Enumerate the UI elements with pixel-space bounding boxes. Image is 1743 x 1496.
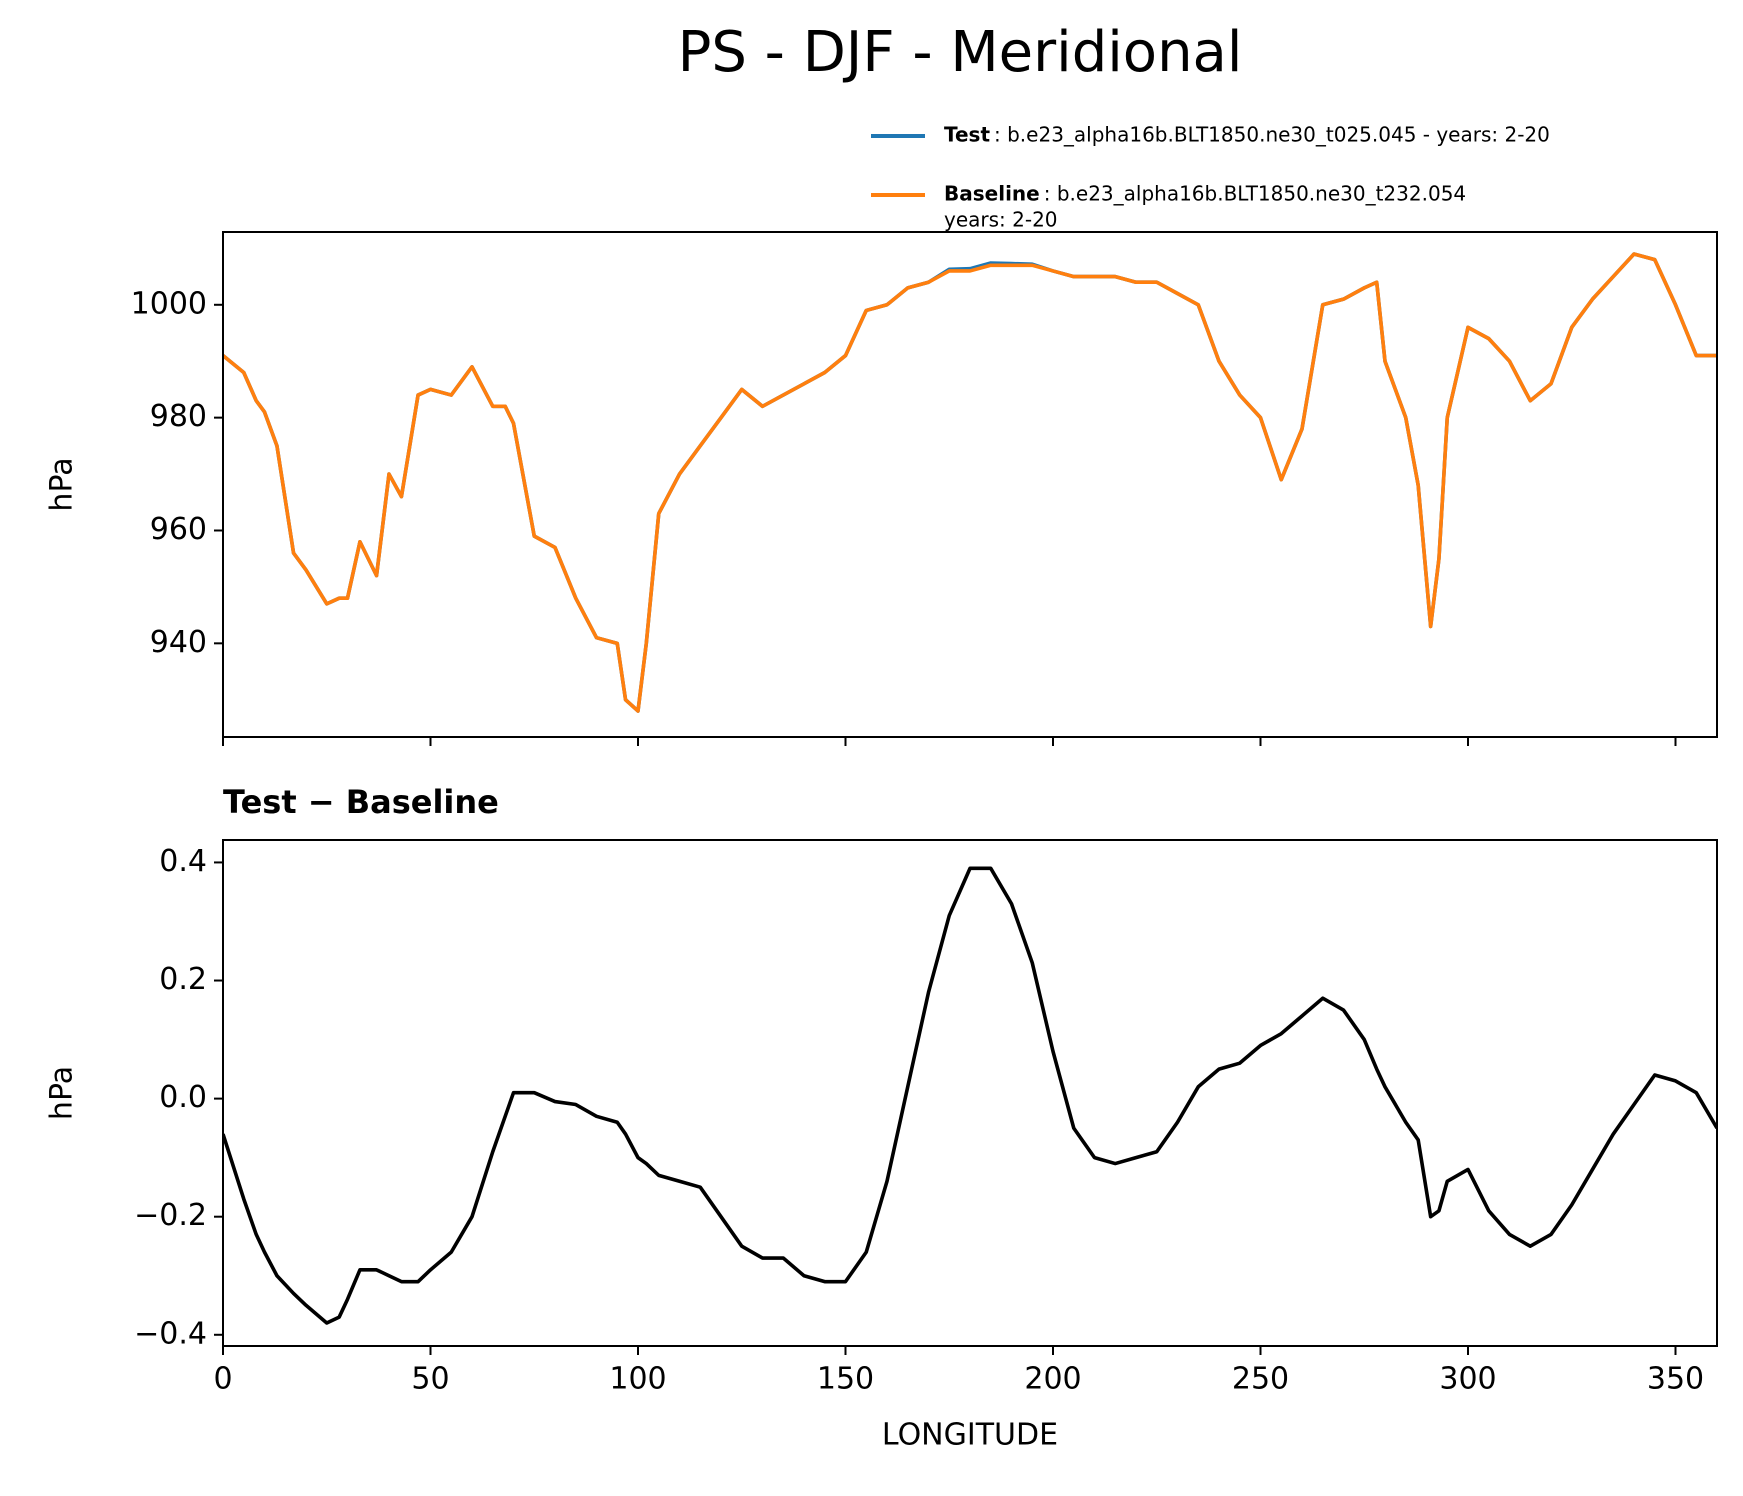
figure-title: PS - DJF - Meridional (678, 20, 1243, 85)
y-tick-label: 1000 (131, 286, 207, 321)
y-tick-label: −0.2 (134, 1198, 207, 1233)
x-tick-label: 50 (411, 1362, 449, 1397)
y-tick-label: −0.4 (134, 1316, 207, 1351)
legend-text: years: 2-20 (944, 208, 1058, 232)
plot-frame (222, 231, 1718, 738)
y-tick-label: 960 (150, 512, 207, 547)
x-tick-label: 100 (609, 1362, 666, 1397)
x-axis-label: LONGITUDE (882, 1418, 1058, 1453)
data-line (223, 252, 1717, 713)
y-axis-label: hPa (45, 457, 80, 511)
data-line (223, 866, 1717, 1325)
x-tick-label: 0 (213, 1362, 232, 1397)
plot-frame (222, 839, 1718, 1347)
y-tick-label: 980 (150, 399, 207, 434)
legend-text: : b.e23_alpha16b.BLT1850.ne30_t025.045 -… (994, 123, 1550, 147)
y-tick-label: 0.2 (159, 962, 207, 997)
y-axis-label: hPa (45, 1066, 80, 1120)
legend-name: Test (944, 123, 990, 147)
x-tick-label: 350 (1647, 1362, 1704, 1397)
y-tick-label: 0.0 (159, 1080, 207, 1115)
x-tick-label: 150 (817, 1362, 874, 1397)
data-line (223, 252, 1717, 713)
panel-title: Test − Baseline (223, 783, 499, 821)
x-tick-label: 200 (1024, 1362, 1081, 1397)
legend-name: Baseline (944, 182, 1040, 206)
x-tick-label: 300 (1439, 1362, 1496, 1397)
x-tick-label: 250 (1232, 1362, 1289, 1397)
legend-text: : b.e23_alpha16b.BLT1850.ne30_t232.054 (1044, 182, 1466, 206)
y-tick-label: 0.4 (159, 844, 207, 879)
y-tick-label: 940 (150, 625, 207, 660)
